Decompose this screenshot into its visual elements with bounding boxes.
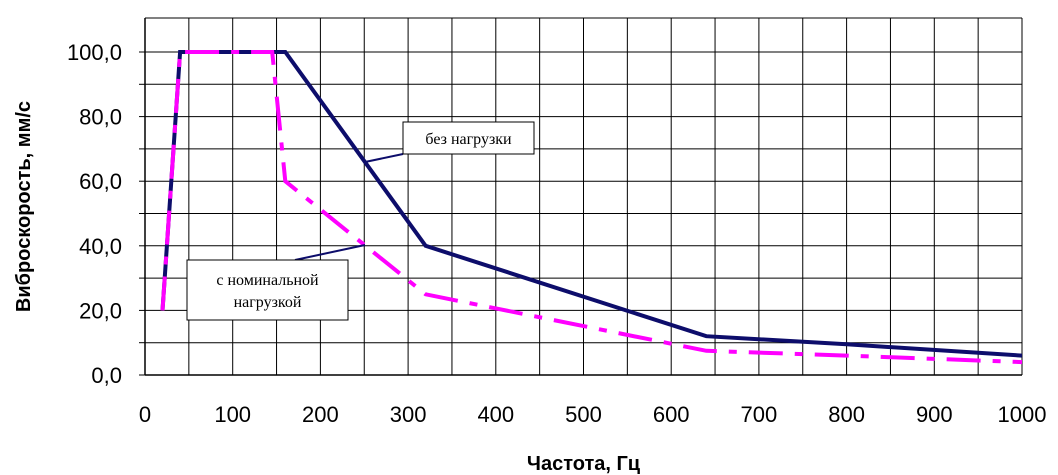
x-tick-label: 100 (214, 402, 251, 427)
series-line-nominal-load (160, 50, 1023, 365)
x-tick-label: 300 (390, 402, 427, 427)
callout-leader (364, 153, 404, 163)
x-tick-label: 600 (653, 402, 690, 427)
callout-box (186, 259, 349, 321)
x-tick-label: 900 (916, 402, 953, 427)
series-lines (160, 50, 1023, 365)
callouts: без нагрузки с номинальной нагрузкой (186, 121, 535, 321)
callout-label: нагрузкой (234, 294, 302, 311)
y-tick-label: 100,0 (67, 40, 122, 65)
x-tick-label: 500 (565, 402, 602, 427)
x-tick-label: 0 (139, 402, 151, 427)
x-tick-label: 700 (741, 402, 778, 427)
grid (139, 17, 1023, 376)
y-tick-label: 60,0 (79, 169, 122, 194)
y-tick-label: 40,0 (79, 234, 122, 259)
tick-labels: 0 100 200 300 400 500 600 700 800 900 1000 0,0 20,0 4… (67, 40, 1047, 427)
x-tick-label: 400 (477, 402, 514, 427)
y-tick-label: 80,0 (79, 105, 122, 130)
callout-label: без нагрузки (425, 131, 512, 148)
x-axis-title: Частота, Гц (527, 453, 641, 475)
y-axis-title: Виброскорость, мм/с (13, 101, 35, 312)
y-tick-label: 0,0 (91, 363, 122, 388)
x-tick-label: 200 (302, 402, 339, 427)
callout-box (402, 121, 535, 155)
series-line-no-load (160, 50, 1023, 358)
y-tick-label: 20,0 (79, 298, 122, 323)
x-tick-label: 800 (828, 402, 865, 427)
x-tick-label: 1000 (998, 402, 1047, 427)
callout-leader (294, 244, 366, 261)
callout-label: с номинальной (216, 272, 319, 289)
